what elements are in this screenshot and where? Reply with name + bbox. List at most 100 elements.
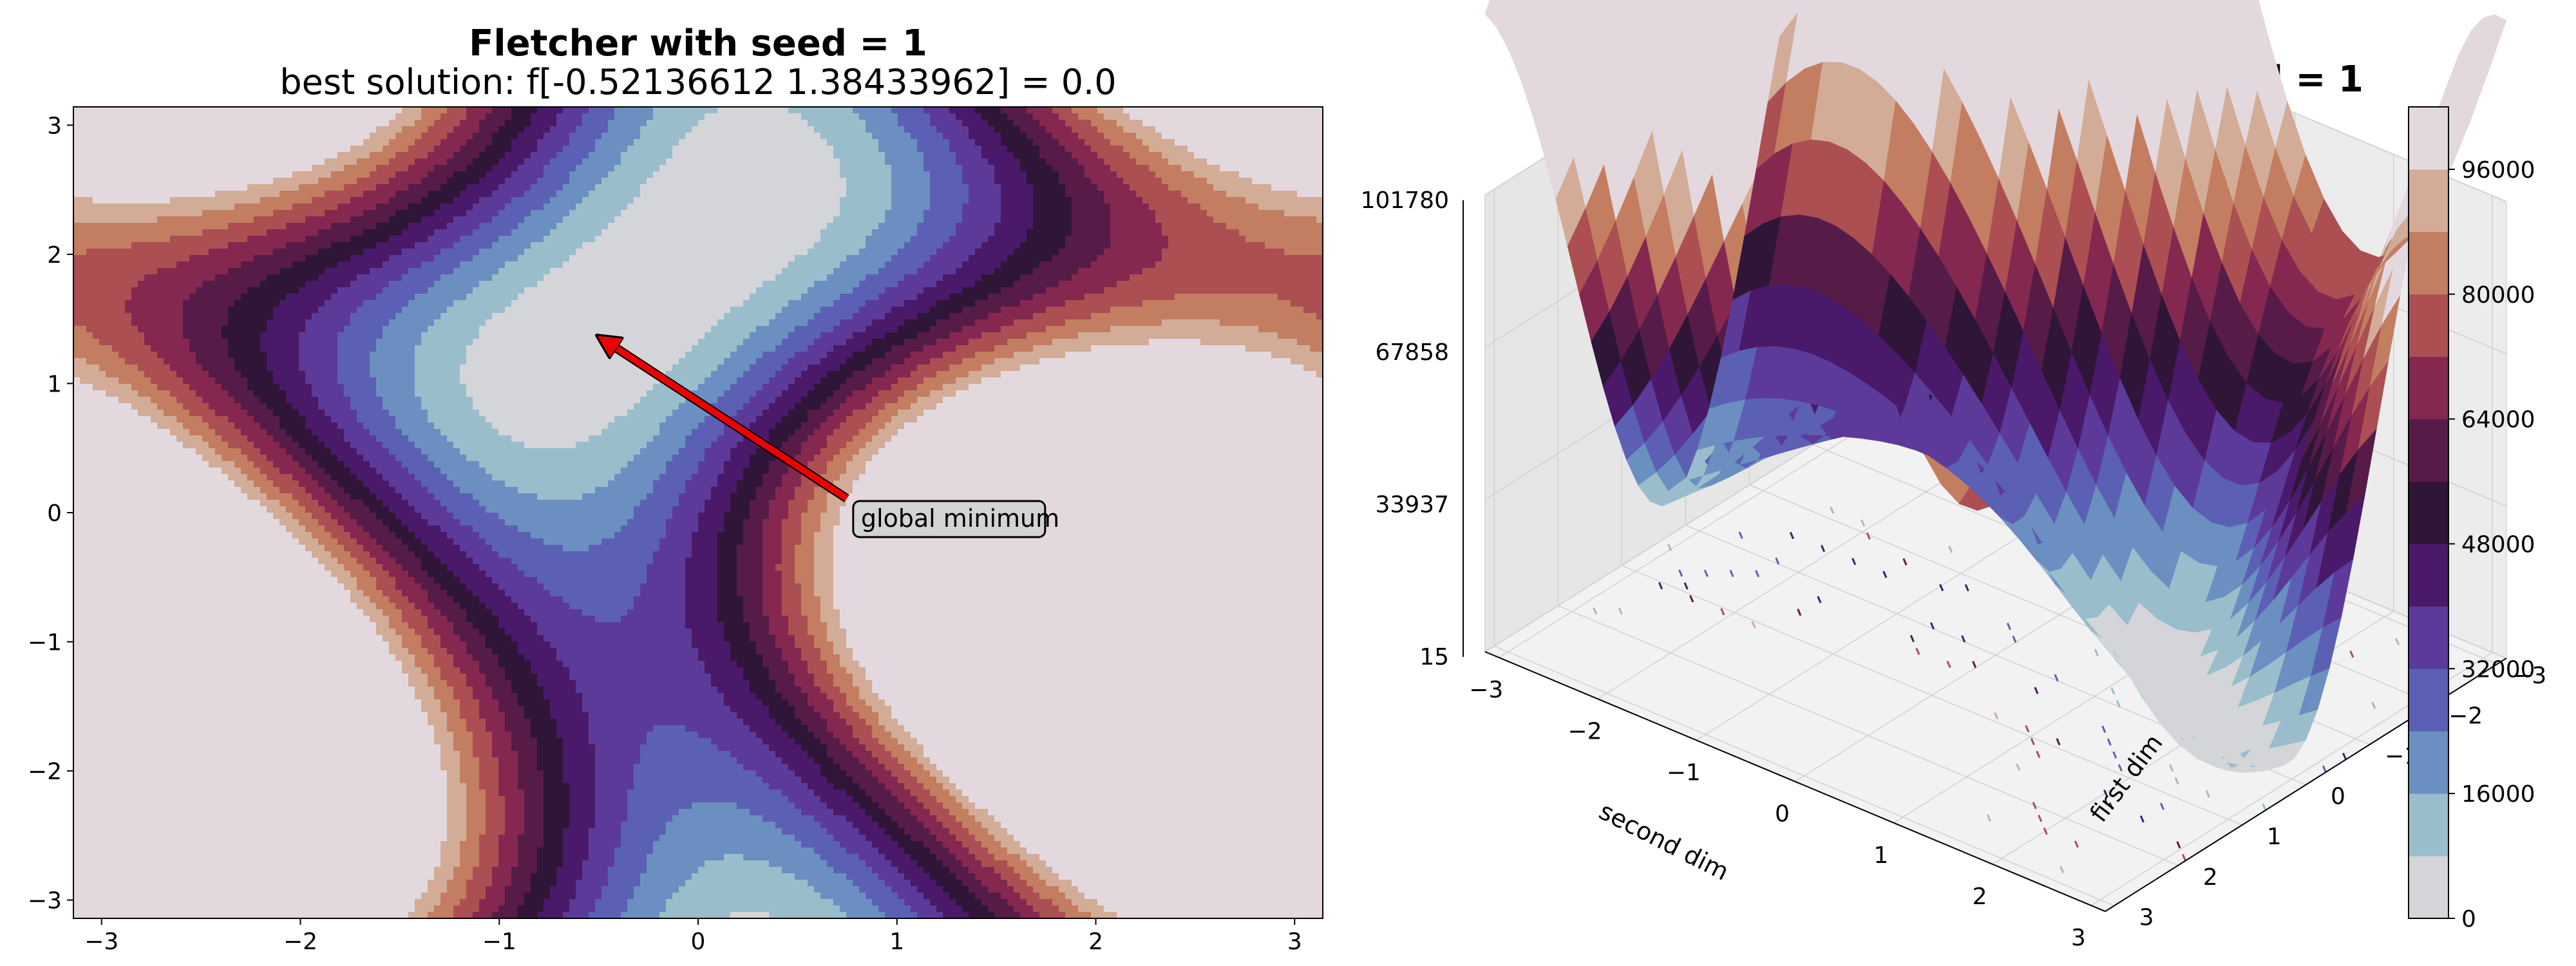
- contour-cell: [621, 197, 628, 204]
- contour-cell: [106, 261, 113, 269]
- contour-cell: [73, 184, 80, 191]
- contour-cell: [254, 158, 261, 166]
- contour-cell: [286, 165, 293, 172]
- contour-cell: [859, 126, 866, 133]
- contour-cell: [569, 197, 576, 204]
- contour-cell: [878, 261, 886, 269]
- contour-cell: [460, 126, 467, 133]
- contour-cell: [1065, 178, 1072, 185]
- contour-cell: [859, 236, 866, 243]
- contour-cell: [1207, 113, 1214, 120]
- contour-cell: [1149, 178, 1156, 185]
- contour-cell: [801, 249, 808, 256]
- contour-cell: [1258, 223, 1265, 230]
- contour-cell: [556, 165, 564, 172]
- contour-cell: [537, 229, 544, 236]
- contour-cell: [1123, 210, 1130, 217]
- contour-cell: [711, 216, 718, 223]
- contour-cell: [1110, 107, 1117, 114]
- contour-cell: [846, 146, 853, 153]
- contour-cell: [1252, 261, 1259, 269]
- contour-cell: [659, 236, 667, 243]
- contour-cell: [1297, 171, 1304, 178]
- contour-cell: [138, 191, 145, 198]
- contour-cell: [1059, 113, 1066, 120]
- contour-cell: [1252, 210, 1259, 217]
- contour-cell: [1265, 184, 1272, 191]
- contour-cell: [769, 146, 776, 153]
- contour-cell: [679, 113, 686, 120]
- contour-cell: [840, 249, 847, 256]
- contour-cell: [589, 171, 596, 178]
- contour-cell: [756, 178, 763, 185]
- contour-cell: [479, 158, 486, 166]
- contour-cell: [981, 197, 989, 204]
- contour-cell: [209, 261, 216, 269]
- contour-cell: [859, 229, 866, 236]
- contour-cell: [531, 268, 538, 275]
- contour-cell: [788, 133, 795, 140]
- contour-cell: [866, 229, 873, 236]
- contour-cell: [724, 146, 731, 153]
- contour-cell: [511, 204, 518, 211]
- contour-cell: [878, 178, 886, 185]
- contour-cell: [762, 165, 770, 172]
- contour-cell: [1226, 171, 1233, 178]
- contour-cell: [363, 210, 370, 217]
- contour-cell: [531, 146, 538, 153]
- contour-cell: [286, 261, 293, 269]
- contour-cell: [1052, 152, 1059, 159]
- contour-cell: [453, 146, 460, 153]
- contour-cell: [994, 107, 1001, 114]
- contour-cell: [202, 171, 209, 178]
- contour-cell: [1310, 152, 1317, 159]
- contour-cell: [640, 113, 647, 120]
- contour-cell: [1097, 242, 1104, 249]
- contour-cell: [795, 146, 802, 153]
- contour-cell: [769, 126, 776, 133]
- contour-cell: [698, 152, 705, 159]
- contour-cell: [1291, 223, 1298, 230]
- contour-cell: [434, 139, 441, 146]
- contour-cell: [383, 133, 390, 140]
- contour-cell: [93, 133, 100, 140]
- contour-cell: [692, 107, 699, 114]
- contour-cell: [1065, 210, 1072, 217]
- contour-cell: [820, 191, 828, 198]
- contour-cell: [589, 223, 596, 230]
- contour-cell: [647, 223, 654, 230]
- contour-cell: [1220, 158, 1227, 166]
- contour-cell: [866, 133, 873, 140]
- contour-cell: [589, 146, 596, 153]
- contour-cell: [176, 216, 184, 223]
- contour-cell: [756, 197, 763, 204]
- contour-cell: [1136, 139, 1143, 146]
- contour-cell: [1200, 229, 1208, 236]
- contour-cell: [1175, 197, 1182, 204]
- contour-cell: [344, 261, 351, 269]
- contour-cell: [273, 204, 280, 211]
- contour-cell: [151, 152, 158, 159]
- contour-cell: [1226, 229, 1233, 236]
- contour-cell: [1097, 171, 1104, 178]
- contour-cell: [1097, 146, 1104, 153]
- contour-cell: [795, 255, 802, 262]
- contour-cell: [608, 223, 615, 230]
- contour-cell: [1104, 171, 1111, 178]
- contour-cell: [1233, 255, 1240, 262]
- contour-cell: [389, 113, 396, 120]
- contour-cell: [724, 268, 731, 275]
- contour-cell: [556, 249, 564, 256]
- contour-cell: [492, 126, 499, 133]
- contour-cell: [814, 165, 821, 172]
- contour-cell: [788, 210, 795, 217]
- contour-cell: [80, 126, 87, 133]
- contour-cell: [357, 113, 364, 120]
- contour-cell: [1052, 216, 1059, 223]
- contour-cell: [247, 229, 254, 236]
- contour-cell: [1014, 261, 1021, 269]
- contour-cell: [157, 146, 164, 153]
- contour-cell: [164, 204, 171, 211]
- contour-cell: [524, 210, 531, 217]
- contour-cell: [1213, 178, 1220, 185]
